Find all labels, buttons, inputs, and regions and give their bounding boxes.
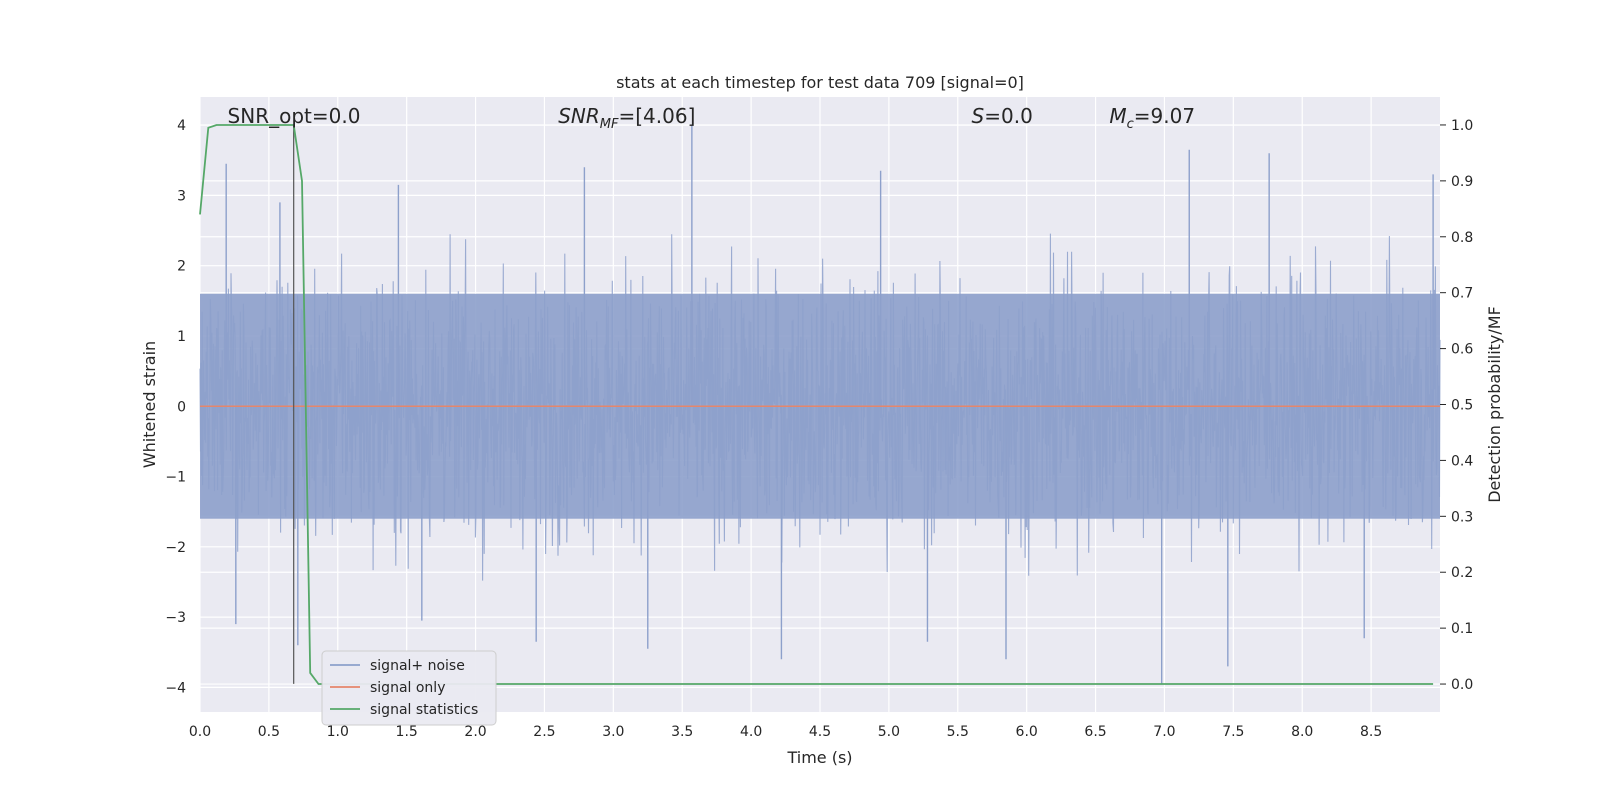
x-axis-label: Time (s): [786, 748, 852, 767]
x-tick-label: 0.0: [189, 724, 211, 740]
y-axis-left: −4 −3 −2 −1 0 1 2 3 4: [165, 118, 186, 696]
x-tick-label: 4.5: [809, 724, 831, 740]
x-tick-label: 0.5: [258, 724, 280, 740]
x-tick-label: 1.5: [396, 724, 418, 740]
x-tick-label: 4.0: [740, 724, 762, 740]
y-tick-label: −1: [165, 470, 186, 486]
lines-layer: [199, 124, 1440, 685]
x-tick-label: 1.0: [327, 724, 349, 740]
legend: signal+ noise signal only signal statistic…: [321, 650, 497, 726]
y-tick-label: −3: [165, 610, 186, 626]
x-axis: 0.0 0.5 1.0 1.5 2.0 2.5 3.0 3.5 4.0 4.5 5.0 5.5 6.0 6…: [189, 724, 1382, 740]
x-tick-label: 5.5: [947, 724, 969, 740]
annotation-0: SNR_opt=0.0: [228, 104, 361, 128]
y2-tick-label: 0.1: [1451, 621, 1473, 637]
x-tick-label: 6.0: [1016, 724, 1038, 740]
y2-tick-label: 0.0: [1451, 677, 1473, 693]
y-tick-label: 2: [177, 259, 186, 275]
y2-tick-label: 0.4: [1451, 453, 1473, 469]
y-tick-label: −2: [165, 540, 186, 556]
annotation-3: Mc=9.07: [1109, 104, 1195, 132]
y-tick-label: 3: [177, 188, 186, 204]
x-tick-label: 2.5: [533, 724, 555, 740]
series-line-signal-statistics: [199, 124, 1434, 685]
x-tick-label: 8.0: [1291, 724, 1313, 740]
legend-box: [321, 650, 497, 726]
y-tick-label: 4: [177, 118, 186, 134]
legend-label: signal only: [370, 680, 445, 696]
y-axis-right: 0.0 0.1 0.2 0.3 0.4 0.5 0.6 0.7 0.8 0.9 1.0: [1440, 118, 1473, 693]
legend-label: signal statistics: [370, 702, 478, 718]
x-tick-label: 3.5: [671, 724, 693, 740]
y2-tick-label: 0.5: [1451, 398, 1473, 414]
y-tick-label: −4: [165, 680, 186, 696]
x-tick-label: 8.5: [1360, 724, 1382, 740]
y2-tick-label: 0.7: [1451, 286, 1473, 302]
y-tick-label: 1: [177, 329, 186, 345]
x-tick-label: 6.5: [1084, 724, 1106, 740]
y-axis-label: Whitened strain: [140, 341, 159, 468]
legend-label: signal+ noise: [370, 658, 465, 674]
y-tick-label: 0: [177, 399, 186, 415]
y2-axis-label: Detection probability/MF: [1485, 306, 1504, 503]
y2-tick-label: 0.8: [1451, 230, 1473, 246]
x-tick-label: 2.0: [464, 724, 486, 740]
annotation-1: SNRMF=[4.06]: [558, 104, 695, 132]
annotation-2: S=0.0: [972, 104, 1033, 128]
y2-tick-label: 0.6: [1451, 342, 1473, 358]
y2-tick-label: 0.3: [1451, 509, 1473, 525]
chart-title: stats at each timestep for test data 709…: [616, 73, 1024, 92]
x-tick-label: 7.0: [1153, 724, 1175, 740]
x-tick-label: 5.0: [878, 724, 900, 740]
y2-tick-label: 0.2: [1451, 565, 1473, 581]
y2-tick-label: 1.0: [1451, 118, 1473, 134]
y2-tick-label: 0.9: [1451, 174, 1473, 190]
x-tick-label: 3.0: [602, 724, 624, 740]
annotations: SNR_opt=0.0 SNRMF=[4.06] S=0.0 Mc=9.07: [228, 104, 1195, 132]
x-tick-label: 7.5: [1222, 724, 1244, 740]
